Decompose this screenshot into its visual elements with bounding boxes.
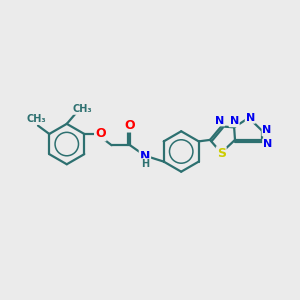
Text: S: S bbox=[217, 147, 226, 160]
Text: O: O bbox=[95, 128, 106, 140]
Text: O: O bbox=[125, 118, 135, 131]
Text: N: N bbox=[215, 116, 224, 125]
Text: N: N bbox=[230, 116, 239, 126]
Text: N: N bbox=[262, 125, 272, 135]
Text: CH₃: CH₃ bbox=[27, 114, 46, 124]
Text: CH₃: CH₃ bbox=[72, 104, 92, 114]
Text: N: N bbox=[246, 113, 255, 123]
Text: N: N bbox=[263, 140, 272, 149]
Text: N: N bbox=[140, 150, 150, 163]
Text: H: H bbox=[141, 159, 150, 169]
